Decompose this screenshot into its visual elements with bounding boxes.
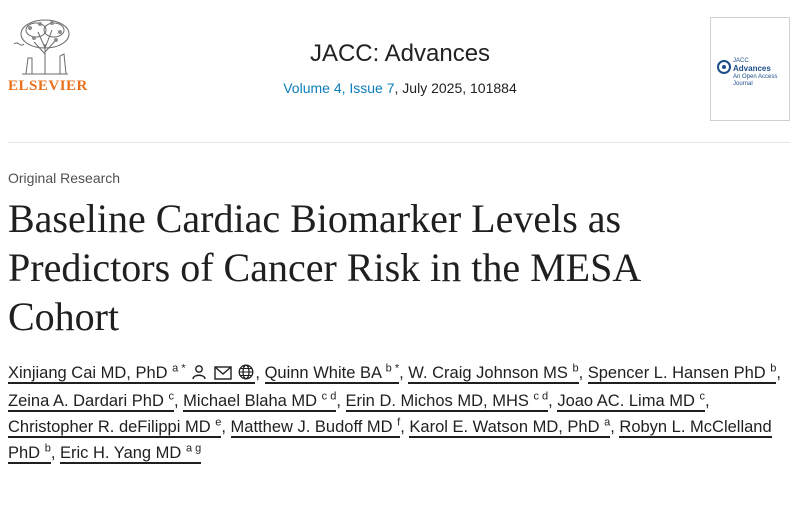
author-affiliation-sup: a * — [172, 362, 186, 375]
author-affiliation-sup: b — [44, 442, 51, 455]
author-affiliation-sup: c — [168, 390, 175, 403]
author-name: Eric H. Yang MD — [60, 444, 182, 462]
cover-line1: JACC — [733, 58, 749, 64]
article-type-label: Original Research — [8, 170, 121, 186]
author-name: Erin D. Michos MD, MHS — [345, 392, 529, 410]
journal-issue-line: Volume 4, Issue 7, July 2025, 101884 — [200, 80, 600, 96]
author-name: Robyn L. McClelland PhD — [8, 418, 772, 462]
author-affiliation-sup: c d — [533, 390, 549, 403]
author-link[interactable]: Xinjiang Cai MD, PhD a * — [8, 362, 256, 384]
cover-logo: JACC Advances An Open Access Journal — [717, 58, 785, 87]
author-link[interactable]: Erin D. Michos MD, MHS c d — [345, 390, 549, 412]
journal-header: ELSEVIER JACC: Advances Volume 4, Issue … — [0, 0, 800, 142]
author-affiliation-sup: b — [770, 362, 777, 375]
cover-line3: An Open Access Journal — [733, 74, 778, 87]
author-link[interactable]: Matthew J. Budoff MD f — [230, 416, 401, 438]
globe-icon — [238, 362, 254, 388]
author-name: Zeina A. Dardari PhD — [8, 392, 164, 410]
author-affiliation-sup: c d — [321, 390, 337, 403]
author-link[interactable]: Robyn L. McClelland PhD b — [8, 418, 772, 464]
mail-icon — [214, 362, 232, 388]
issue-date-article-number: , July 2025, 101884 — [394, 80, 517, 96]
author-link[interactable]: W. Craig Johnson MS b — [408, 362, 579, 384]
author-link[interactable]: Quinn White BA b * — [264, 362, 400, 384]
author-link[interactable]: Zeina A. Dardari PhD c — [8, 390, 175, 412]
author-name: Joao AC. Lima MD — [557, 392, 695, 410]
author-link[interactable]: Karol E. Watson MD, PhD a — [409, 416, 611, 438]
author-name: Quinn White BA — [264, 364, 382, 382]
author-name: Michael Blaha MD — [183, 392, 318, 410]
header-divider — [8, 142, 790, 143]
author-link[interactable]: Christopher R. deFilippi MD e — [8, 416, 222, 438]
article-title: Baseline Cardiac Biomarker Levels as Pre… — [8, 196, 640, 339]
author-affiliation-sup: f — [397, 416, 401, 429]
cover-line2: Advances — [733, 64, 771, 73]
journal-cover-thumbnail[interactable]: JACC Advances An Open Access Journal — [710, 17, 790, 121]
journal-title-link[interactable]: JACC: Advances — [309, 40, 491, 67]
author-name: Karol E. Watson MD, PhD — [409, 418, 600, 436]
author-affiliation-sup: b * — [385, 362, 400, 375]
author-name: W. Craig Johnson MS — [408, 364, 568, 382]
author-link[interactable]: Joao AC. Lima MD c — [557, 390, 705, 412]
volume-issue-link[interactable]: Volume 4, Issue 7 — [283, 80, 395, 96]
author-link[interactable]: Eric H. Yang MD a g — [60, 442, 202, 464]
author-list: Xinjiang Cai MD, PhD a * , Quinn White B… — [8, 362, 782, 464]
person-icon — [191, 362, 207, 388]
author-name: Matthew J. Budoff MD — [230, 418, 393, 436]
journal-info: JACC: Advances Volume 4, Issue 7, July 2… — [200, 40, 600, 96]
publisher-wordmark: ELSEVIER — [8, 78, 88, 94]
author-affiliation-sup: a — [604, 416, 611, 429]
author-affiliation-sup: b — [572, 362, 579, 375]
cover-seal-icon — [717, 60, 731, 74]
author-affiliation-sup: c — [699, 390, 705, 403]
author-affiliation-sup: a g — [185, 442, 202, 455]
author-name: Christopher R. deFilippi MD — [8, 418, 211, 436]
elsevier-logo[interactable]: ELSEVIER — [8, 14, 88, 98]
author-link[interactable]: Michael Blaha MD c d — [183, 390, 337, 412]
elsevier-tree-icon — [13, 19, 70, 75]
author-link[interactable]: Spencer L. Hansen PhD b — [587, 362, 777, 384]
author-affiliation-sup: e — [215, 416, 222, 429]
author-name: Xinjiang Cai MD, PhD — [8, 364, 168, 382]
author-name: Spencer L. Hansen PhD — [587, 364, 766, 382]
